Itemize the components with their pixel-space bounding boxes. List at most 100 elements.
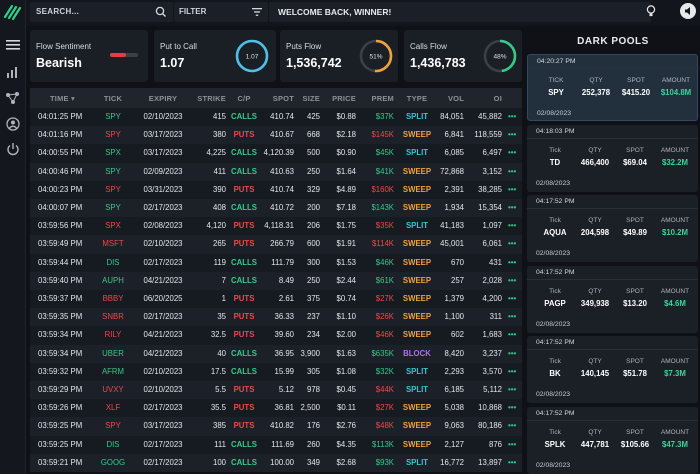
dark-pool-card[interactable]: 04:18:03 PM Tick TD QTY 466,400 SPOT $69.04 AMO… [527, 124, 698, 192]
user-icon[interactable] [5, 117, 21, 131]
more-options-icon[interactable]: ••• [508, 184, 517, 194]
col-time[interactable]: TIME ▾ [50, 94, 75, 103]
more-options-icon[interactable]: ••• [508, 457, 517, 467]
filter-button[interactable]: FILTER [174, 2, 268, 22]
table-row[interactable]: 03:59:25 PM DIS 02/17/2023 111 CALLS 111.69 26… [30, 435, 522, 454]
table-row[interactable]: 03:59:29 PM UVXY 02/10/2023 5.5 PUTS 5.12 978 $… [30, 381, 522, 400]
cell-vol: 602 [450, 330, 464, 340]
cell-spot: 410.63 [270, 166, 294, 176]
table-row[interactable]: 04:01:16 PM SPY 03/17/2023 380 PUTS 410.67 668… [30, 126, 522, 145]
more-options-icon[interactable]: ••• [508, 221, 517, 231]
table-row[interactable]: 03:59:35 PM SNBR 02/17/2023 35 PUTS 36.33 237 $… [30, 308, 522, 327]
table-row[interactable]: 03:59:34 PM UBER 04/21/2023 40 CALLS 36.95 3,9… [30, 344, 522, 363]
dark-pool-card[interactable]: 04:17:52 PM Tick SPLK QTY 447,781 SPOT $105.66… [527, 406, 698, 474]
more-options-icon[interactable]: ••• [508, 366, 517, 376]
col-size[interactable]: SIZE [302, 94, 320, 103]
cell-prem: $41K [375, 166, 394, 176]
cell-size: 375 [306, 294, 320, 303]
speaker-button[interactable] [680, 3, 696, 19]
dark-pool-card[interactable]: 04:17:52 PM Tick BK QTY 140,145 SPOT $51.78 AMO… [527, 336, 698, 403]
search-icon[interactable] [151, 6, 173, 18]
dp-time: 04:17:52 PM [536, 409, 575, 417]
more-options-icon[interactable]: ••• [508, 330, 517, 340]
cell-tick: UBER [102, 348, 124, 358]
more-options-icon[interactable]: ••• [508, 275, 517, 285]
cell-cp: PUTS [233, 221, 255, 231]
cell-cp: PUTS [233, 385, 255, 394]
col-strike[interactable]: STRIKE [197, 94, 226, 103]
dp-header-amount: AMOUNT [660, 287, 690, 295]
table-row[interactable]: 03:59:21 PM GOOG 02/17/2023 100 CALLS 100.00 3… [30, 453, 522, 472]
chart-icon[interactable] [5, 65, 21, 79]
table-row[interactable]: 03:59:49 PM MSFT 02/10/2023 265 PUTS 266.79 60… [30, 235, 522, 254]
cell-oi: 1,683 [482, 330, 502, 340]
dark-pool-card[interactable]: 04:17:52 PM Tick PAGP QTY 349,938 SPOT $13.20 A… [527, 265, 698, 333]
table-row[interactable]: 04:01:25 PM SPY 02/10/2023 415 CALLS 410.74 42… [30, 108, 522, 127]
col-cp[interactable]: C/P [237, 94, 251, 103]
more-options-icon[interactable]: ••• [508, 403, 517, 413]
table-row[interactable]: 03:59:44 PM DIS 02/17/2023 119 CALLS 111.79 30… [30, 253, 522, 272]
table-row[interactable]: 04:00:46 PM SPY 02/09/2023 411 CALLS 410.63 25… [30, 162, 522, 181]
table-row[interactable]: 03:59:26 PM XLF 02/17/2023 35.5 PUTS 36.81 2,5… [30, 399, 522, 418]
more-options-icon[interactable]: ••• [508, 312, 517, 322]
cell-prem: $44K [375, 385, 394, 394]
cell-price: $0.45 [336, 385, 356, 394]
cell-oi: 45,882 [478, 112, 502, 121]
cell-time: 03:59:35 PM [38, 312, 83, 322]
welcome-text: WELCOME BACK, WINNER! [278, 7, 392, 17]
cell-strike: 100 [212, 457, 226, 467]
dp-value-amount: $4.6M [664, 298, 686, 308]
more-options-icon[interactable]: ••• [508, 112, 517, 121]
table-row[interactable]: 03:59:32 PM AFRM 02/10/2023 17.5 CALLS 15.99 3… [30, 362, 522, 381]
more-options-icon[interactable]: ••• [508, 203, 517, 212]
more-options-icon[interactable]: ••• [508, 166, 517, 176]
dark-pool-card[interactable]: 04:20:27 PM TICK SPY QTY 252,378 SPOT $415.20 A… [527, 54, 699, 121]
dp-header-tick: Tick [549, 358, 561, 365]
table-row[interactable]: 04:00:23 PM SPY 03/31/2023 390 PUTS 410.74 329… [30, 180, 522, 199]
more-options-icon[interactable]: ••• [508, 385, 517, 394]
put-call-label: Put to Call [160, 42, 197, 51]
cell-time: 04:01:25 PM [38, 112, 83, 121]
table-row[interactable]: 03:59:40 PM AUPH 04/21/2023 7 CALLS 8.49 250 $2… [30, 271, 522, 290]
lightbulb-icon[interactable] [646, 5, 656, 18]
table-row[interactable]: 03:59:25 PM SPY 03/17/2023 385 PUTS 410.82 176… [30, 417, 522, 436]
more-options-icon[interactable]: ••• [508, 130, 517, 140]
app-logo-icon[interactable] [3, 3, 23, 21]
dark-pool-card[interactable]: 04:17:52 PM Tick AQUA QTY 204,598 SPOT $49.89 A… [527, 195, 698, 262]
cell-size: 3,900 [300, 348, 320, 358]
col-expiry[interactable]: EXPIRY [148, 94, 178, 103]
col-type[interactable]: TYPE [406, 94, 428, 103]
network-icon[interactable] [5, 91, 21, 105]
menu-icon[interactable] [5, 38, 21, 52]
dp-value-qty: 349,938 [580, 298, 610, 308]
col-vol[interactable]: VOL [447, 94, 464, 103]
dp-divider [527, 137, 698, 139]
more-options-icon[interactable]: ••• [508, 439, 517, 449]
more-options-icon[interactable]: ••• [508, 239, 517, 249]
more-options-icon[interactable]: ••• [508, 421, 517, 431]
cell-price: $7.18 [336, 203, 356, 212]
more-options-icon[interactable]: ••• [508, 348, 517, 358]
cell-oi: 1,097 [482, 221, 502, 231]
more-options-icon[interactable]: ••• [508, 148, 517, 158]
cell-time: 04:00:23 PM [38, 184, 83, 194]
table-row[interactable]: 03:59:56 PM SPX 02/08/2023 4,120 PUTS 4,118.3… [30, 217, 522, 236]
table-row[interactable]: 04:00:07 PM SPY 02/17/2023 408 CALLS 410.72 20… [30, 199, 522, 218]
table-row[interactable]: 03:59:34 PM RILY 04/21/2023 32.5 PUTS 39.60 23… [30, 326, 522, 345]
cell-size: 206 [306, 221, 320, 231]
more-options-icon[interactable]: ••• [508, 257, 517, 267]
cell-prem: $93K [375, 457, 394, 467]
col-oi[interactable]: OI [493, 94, 502, 103]
search-input[interactable]: SEARCH... [30, 2, 173, 22]
col-price[interactable]: PRICE [332, 94, 356, 103]
dp-divider [527, 419, 698, 421]
cell-tick: SPX [105, 148, 121, 158]
col-prem[interactable]: PREM [371, 94, 394, 103]
table-row[interactable]: 03:59:37 PM BBBY 06/20/2025 1 PUTS 2.61 375 $0.… [30, 290, 522, 309]
col-tick[interactable]: TICK [103, 94, 123, 103]
col-spot[interactable]: SPOT [272, 94, 294, 103]
table-row[interactable]: 04:00:55 PM SPX 03/17/2023 4,225 CALLS 4,120.… [30, 144, 522, 163]
dp-value-amount: $32.2M [661, 157, 688, 167]
power-icon[interactable] [5, 142, 21, 156]
more-options-icon[interactable]: ••• [508, 294, 517, 303]
